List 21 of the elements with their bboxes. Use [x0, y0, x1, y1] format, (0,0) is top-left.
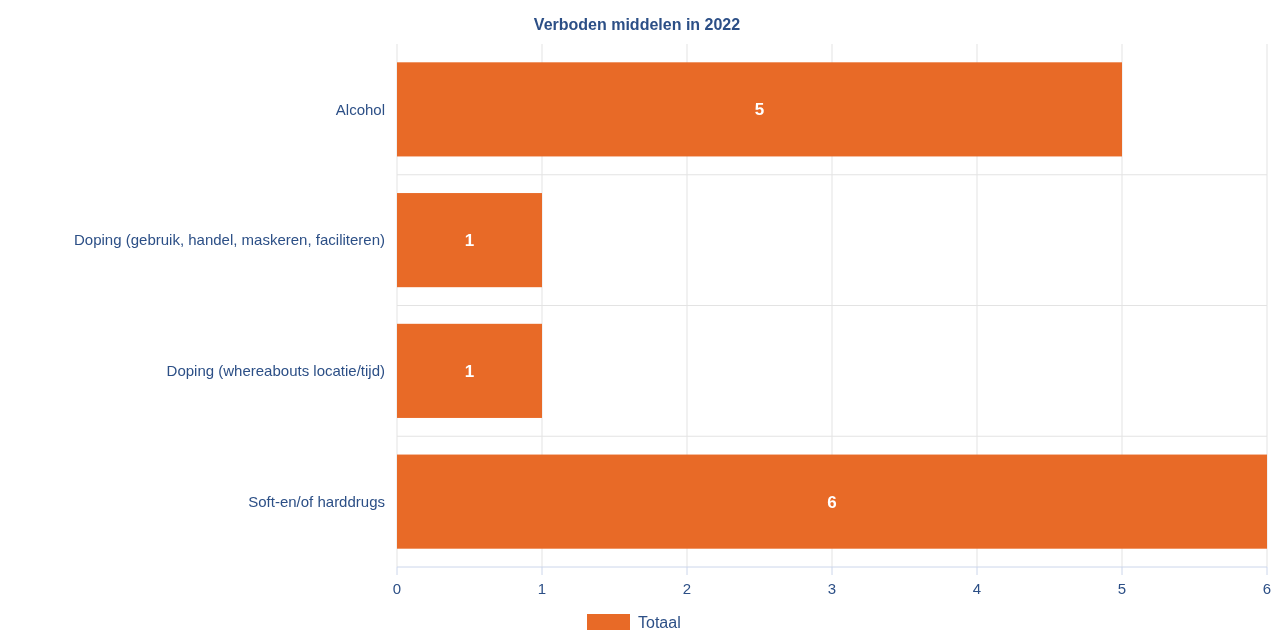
data-label: 1	[464, 231, 475, 251]
y-tick-label: Soft-en/of harddrugs	[248, 492, 385, 510]
y-tick-label: Doping (gebruik, handel, maskeren, faciliteren)	[74, 231, 385, 249]
x-tick-label: 2	[682, 580, 692, 597]
y-tick-label: Doping (whereabouts locatie/tijd)	[166, 362, 385, 380]
bar	[397, 323, 542, 418]
chart-title: Verboden middelen in 2022	[533, 16, 741, 33]
bar	[397, 193, 542, 288]
bar	[397, 62, 1122, 157]
x-tick-label: 4	[972, 580, 982, 597]
legend-label: Totaal	[638, 613, 681, 630]
data-label: 1	[464, 361, 475, 381]
x-tick-label: 6	[1262, 580, 1272, 597]
x-tick-label: 3	[827, 580, 837, 597]
x-tick-label: 0	[392, 580, 402, 597]
x-tick-label: 5	[1117, 580, 1127, 597]
bar	[397, 454, 1267, 549]
y-tick-label: Alcohol	[335, 100, 385, 118]
x-tick-label: 1	[537, 580, 547, 597]
data-label: 5	[754, 100, 765, 120]
data-label: 6	[827, 492, 837, 512]
